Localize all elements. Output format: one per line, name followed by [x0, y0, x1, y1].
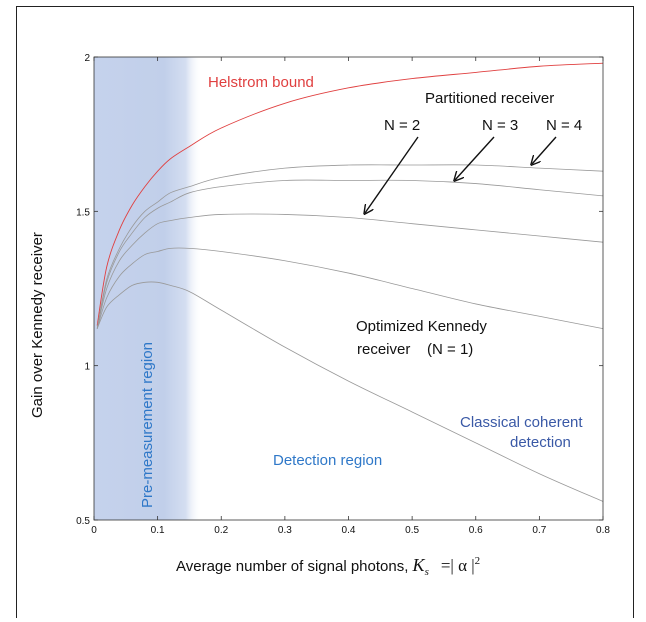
series-line-4 — [96, 247, 604, 330]
figure-frame — [16, 6, 634, 618]
x-tick-label: 0.4 — [342, 525, 356, 536]
annotation-helstrom-bound: Helstrom bound — [208, 74, 314, 91]
x-tick-label: 0 — [91, 525, 97, 536]
x-axis-title-sub: s — [425, 566, 429, 578]
series-line-3 — [96, 213, 604, 329]
y-axis-title: Gain over Kennedy receiver — [29, 232, 46, 418]
x-tick-label: 0.7 — [532, 525, 546, 536]
series-line-5 — [96, 281, 604, 502]
x-tick-label: 0.6 — [469, 525, 483, 536]
series-layer — [96, 62, 604, 502]
x-axis-title-sup: 2 — [475, 555, 481, 567]
x-tick-label: 0.1 — [151, 525, 165, 536]
x-axis-title-alpha: =| α | — [441, 556, 475, 575]
annotation-detection-region: Detection region — [273, 452, 382, 469]
y-tick-label: 0.5 — [76, 516, 90, 527]
y-tick-label: 1 — [84, 362, 90, 373]
x-tick-label: 0.3 — [278, 525, 292, 536]
x-tick-label: 0.2 — [214, 525, 228, 536]
x-axis-title: Average number of signal photons, Ks =| α… — [176, 555, 480, 578]
y-tick-label: 1.5 — [76, 207, 90, 218]
series-line-1 — [96, 164, 604, 329]
annotation-optimized-kennedy: Optimized Kennedy — [356, 318, 487, 335]
y-tick-label: 2 — [84, 53, 90, 64]
arrow-n2 — [365, 136, 419, 213]
annotation-detection: detection — [510, 434, 571, 451]
arrow-n3 — [455, 136, 495, 180]
x-tick-label: 0.5 — [405, 525, 419, 536]
annotation-n4: N = 4 — [546, 117, 582, 134]
x-axis-title-k: K — [412, 555, 426, 575]
series-line-0 — [96, 62, 604, 326]
arrow-n4 — [532, 136, 557, 164]
annotation-kennedy-receiver-n1: receiver (N = 1) — [357, 341, 473, 358]
annotation-pre-measurement-region: Pre-measurement region — [139, 342, 156, 508]
axis-ticks: 0 0.1 0.2 0.3 0.4 0.5 0.6 0.7 0.8 0.5 1 1.5 2 — [76, 53, 610, 536]
x-tick-label: 0.8 — [596, 525, 610, 536]
x-axis-title-text: Average number of signal photons, — [176, 558, 413, 575]
annotation-n2: N = 2 — [384, 117, 420, 134]
annotation-classical-coherent: Classical coherent — [460, 414, 583, 431]
annotation-partitioned-receiver: Partitioned receiver — [425, 90, 554, 107]
annotation-n3: N = 3 — [482, 117, 518, 134]
pre-measurement-shaded-region — [94, 57, 202, 520]
